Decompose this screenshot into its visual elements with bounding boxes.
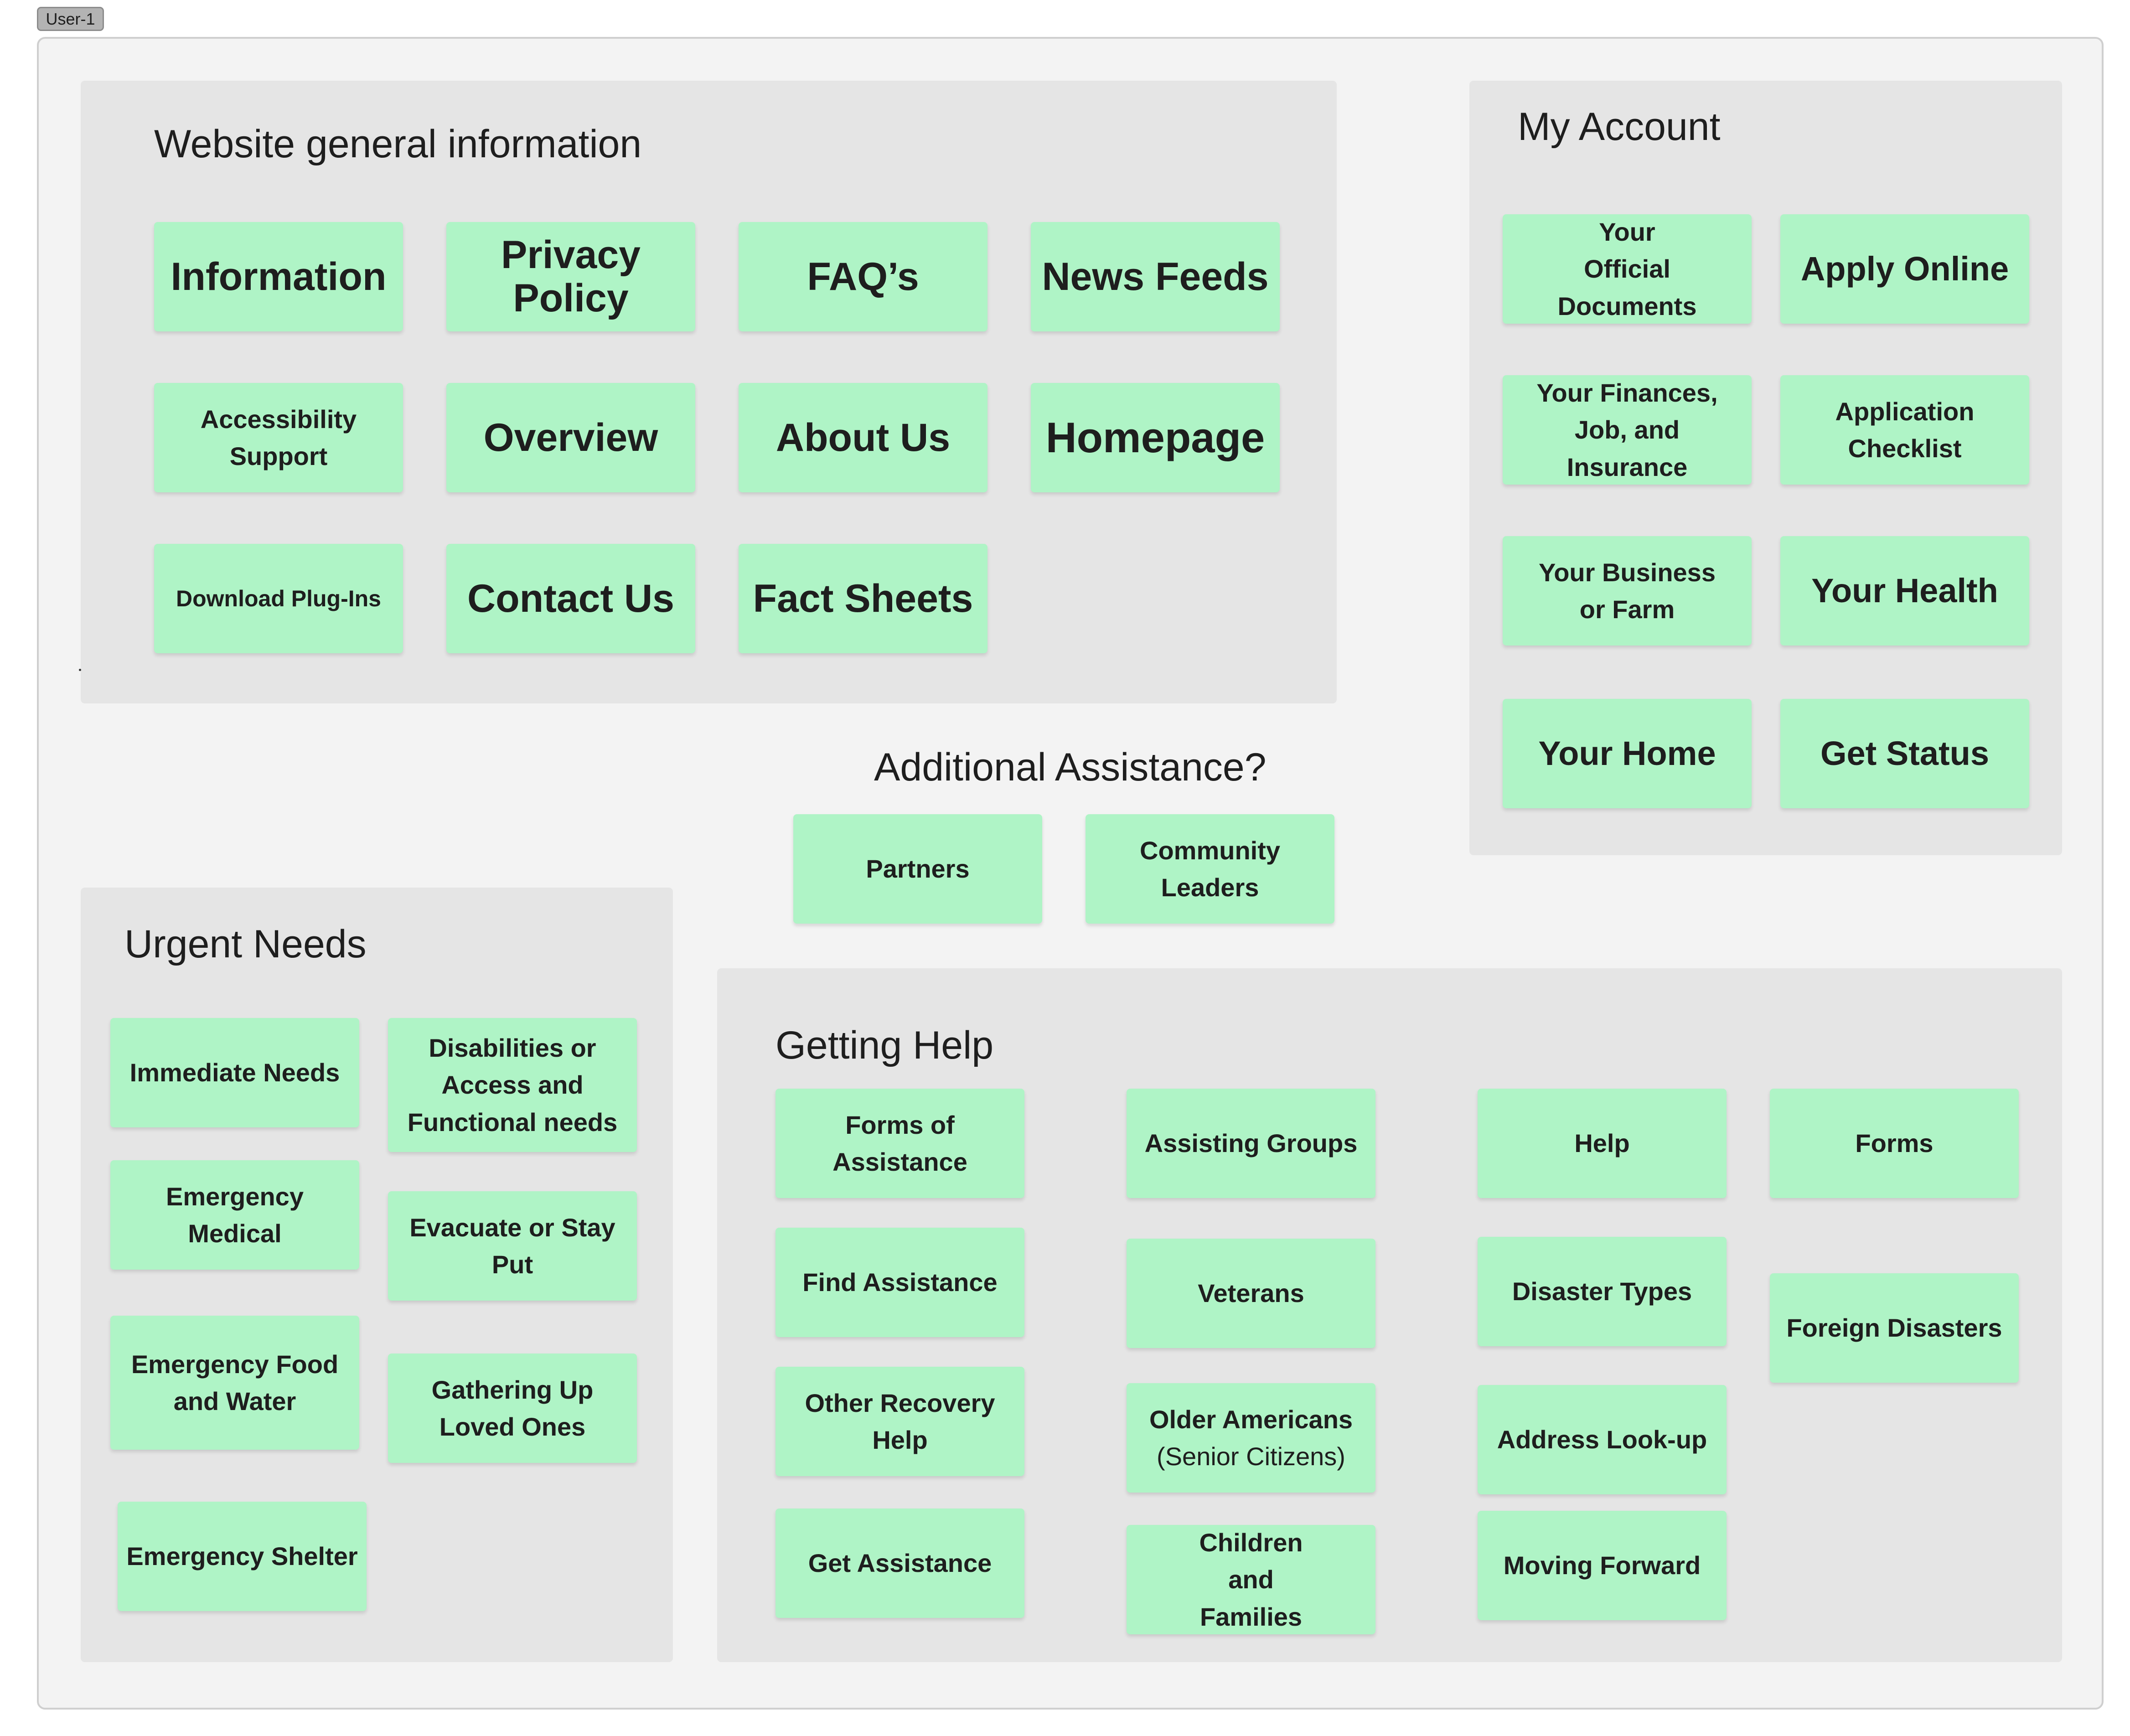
card-faqs[interactable]: FAQ’s xyxy=(739,222,987,331)
card-your-official-documents[interactable]: Your Official Documents xyxy=(1503,214,1752,324)
card-disabilities-access-functional[interactable]: Disabilities or Access and Functional ne… xyxy=(388,1018,637,1152)
section-title-website: Website general information xyxy=(154,122,642,166)
card-find-assistance[interactable]: Find Assistance xyxy=(775,1228,1024,1337)
card-forms[interactable]: Forms xyxy=(1770,1089,2019,1198)
older-americans-label: Older Americans xyxy=(1149,1405,1353,1434)
card-forms-of-assistance[interactable]: Forms of Assistance xyxy=(775,1089,1024,1198)
card-accessibility-support[interactable]: Accessibility Support xyxy=(154,383,403,492)
section-title-additional-assistance: Additional Assistance? xyxy=(874,745,1267,789)
senior-citizens-label: (Senior Citizens) xyxy=(1157,1442,1345,1471)
card-emergency-food-and-water[interactable]: Emergency Food and Water xyxy=(110,1316,359,1450)
card-your-home[interactable]: Your Home xyxy=(1503,699,1752,808)
card-emergency-medical[interactable]: Emergency Medical xyxy=(110,1160,359,1270)
card-disaster-types[interactable]: Disaster Types xyxy=(1478,1237,1727,1346)
card-gathering-up-loved-ones[interactable]: Gathering Up Loved Ones xyxy=(388,1354,637,1463)
card-immediate-needs[interactable]: Immediate Needs xyxy=(110,1018,359,1127)
card-fact-sheets[interactable]: Fact Sheets xyxy=(739,544,987,653)
card-information[interactable]: Information xyxy=(154,222,403,331)
card-address-look-up[interactable]: Address Look-up xyxy=(1478,1385,1727,1494)
card-emergency-shelter[interactable]: Emergency Shelter xyxy=(118,1502,367,1611)
card-help[interactable]: Help xyxy=(1478,1089,1727,1198)
card-contact-us[interactable]: Contact Us xyxy=(446,544,695,653)
card-apply-online[interactable]: Apply Online xyxy=(1780,214,2029,324)
stray-dot xyxy=(79,669,81,671)
card-homepage[interactable]: Homepage xyxy=(1031,383,1280,492)
card-download-plug-ins[interactable]: Download Plug-Ins xyxy=(154,544,403,653)
card-get-status[interactable]: Get Status xyxy=(1780,699,2029,808)
card-partners[interactable]: Partners xyxy=(793,814,1042,924)
card-your-finances-job-insurance[interactable]: Your Finances, Job, and Insurance xyxy=(1503,375,1752,485)
card-get-assistance[interactable]: Get Assistance xyxy=(775,1509,1024,1618)
card-about-us[interactable]: About Us xyxy=(739,383,987,492)
card-older-americans[interactable]: Older Americans (Senior Citizens) xyxy=(1127,1383,1375,1493)
section-title-getting-help: Getting Help xyxy=(775,1023,994,1067)
card-overview[interactable]: Overview xyxy=(446,383,695,492)
card-your-health[interactable]: Your Health xyxy=(1780,536,2029,646)
card-evacuate-or-stay-put[interactable]: Evacuate or Stay Put xyxy=(388,1191,637,1301)
user-tag: User-1 xyxy=(37,7,104,31)
card-application-checklist[interactable]: Application Checklist xyxy=(1780,375,2029,485)
card-your-business-or-farm[interactable]: Your Business or Farm xyxy=(1503,536,1752,646)
card-community-leaders[interactable]: Community Leaders xyxy=(1086,814,1334,924)
card-news-feeds[interactable]: News Feeds xyxy=(1031,222,1280,331)
card-foreign-disasters[interactable]: Foreign Disasters xyxy=(1770,1273,2019,1383)
card-moving-forward[interactable]: Moving Forward xyxy=(1478,1511,1727,1620)
card-children-and-families[interactable]: Children and Families xyxy=(1127,1525,1375,1634)
card-privacy-policy[interactable]: Privacy Policy xyxy=(446,222,695,331)
card-other-recovery-help[interactable]: Other Recovery Help xyxy=(775,1367,1024,1476)
card-assisting-groups[interactable]: Assisting Groups xyxy=(1127,1089,1375,1198)
section-title-my-account: My Account xyxy=(1518,105,1721,149)
section-title-urgent-needs: Urgent Needs xyxy=(124,922,367,966)
card-veterans[interactable]: Veterans xyxy=(1127,1239,1375,1348)
